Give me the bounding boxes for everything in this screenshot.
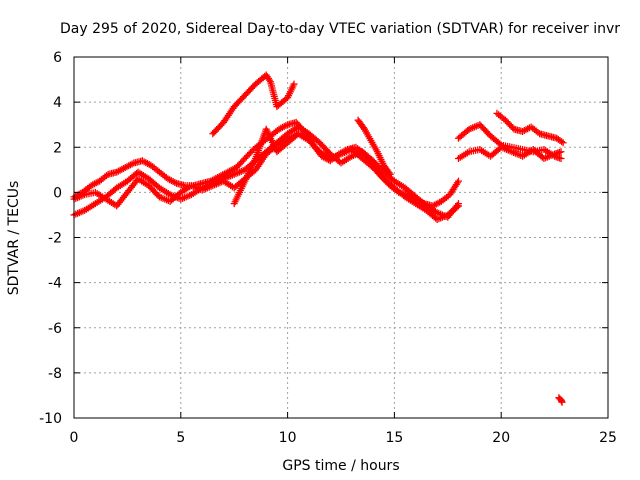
series-arc-f — [354, 116, 394, 178]
x-tick-label: 20 — [492, 430, 510, 446]
data-point-marker — [557, 148, 565, 156]
data-points — [70, 71, 567, 406]
axis-ticks: 0 5 10 15 20 25 -10 -8 -6 -4 -2 0 2 4 6 — [39, 50, 617, 446]
data-point-marker — [386, 170, 394, 178]
series-arc-h — [454, 143, 565, 163]
x-axis-label: GPS time / hours — [282, 458, 399, 474]
y-tick-label: -8 — [48, 366, 62, 382]
y-tick-label: 4 — [53, 95, 62, 111]
data-point-marker — [454, 202, 462, 210]
y-tick-label: -6 — [48, 321, 62, 337]
y-tick-label: -10 — [39, 411, 62, 427]
data-point-marker — [559, 139, 567, 147]
data-point-marker — [558, 398, 566, 406]
y-tick-label: 0 — [53, 185, 62, 201]
data-point-marker — [305, 134, 313, 142]
series-arc-d — [209, 71, 298, 138]
y-tick-label: -4 — [48, 276, 62, 292]
data-point-marker — [557, 155, 565, 163]
series-outlier — [555, 394, 566, 406]
x-tick-label: 15 — [385, 430, 403, 446]
y-axis-label: SDTVAR / TECUs — [6, 181, 22, 296]
data-point-marker — [454, 177, 462, 185]
y-tick-label: -2 — [48, 231, 62, 247]
y-tick-label: 2 — [53, 140, 62, 156]
chart-title: Day 295 of 2020, Sidereal Day-to-day VTE… — [60, 21, 620, 37]
series-arc-g — [454, 121, 565, 163]
grid — [74, 57, 608, 418]
x-tick-label: 5 — [176, 430, 185, 446]
series-arc-i — [493, 109, 567, 147]
data-point-marker — [453, 203, 461, 211]
y-tick-label: 6 — [53, 50, 62, 66]
x-tick-label: 0 — [70, 430, 79, 446]
series-arc-e — [230, 125, 313, 208]
data-point-marker — [385, 169, 393, 177]
data-point-marker — [290, 80, 298, 88]
data-point-marker — [558, 138, 566, 146]
x-tick-label: 25 — [599, 430, 617, 446]
x-tick-label: 10 — [279, 430, 297, 446]
